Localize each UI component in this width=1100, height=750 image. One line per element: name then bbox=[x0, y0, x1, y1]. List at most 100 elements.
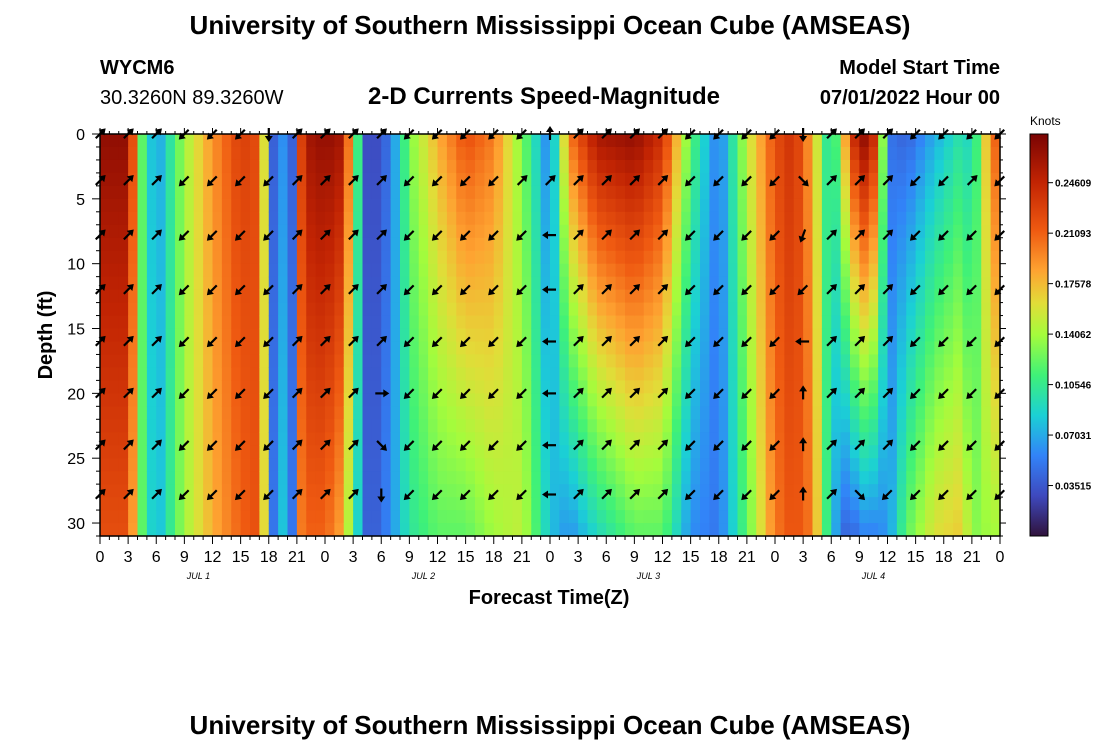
heatmap-cell bbox=[550, 523, 560, 537]
heatmap-cell bbox=[343, 224, 354, 239]
heatmap-cell bbox=[746, 328, 757, 343]
current-arrow-head bbox=[829, 335, 837, 343]
heatmap-cell bbox=[418, 406, 429, 420]
heatmap-cell bbox=[840, 250, 851, 265]
heatmap-cell bbox=[250, 432, 260, 446]
heatmap-cell bbox=[925, 276, 935, 291]
heatmap-cell bbox=[475, 380, 485, 394]
current-arrow-head bbox=[684, 443, 693, 451]
heatmap-cell bbox=[962, 484, 973, 498]
current-arrow-head bbox=[206, 443, 214, 451]
heatmap-cell bbox=[221, 419, 232, 433]
heatmap-cell bbox=[428, 172, 439, 187]
current-arrow bbox=[431, 175, 443, 187]
heatmap-cell bbox=[775, 146, 785, 161]
heatmap-cell bbox=[184, 484, 195, 498]
heatmap-cell bbox=[409, 341, 420, 356]
heatmap-cell bbox=[803, 224, 814, 239]
heatmap-cell bbox=[165, 315, 176, 330]
heatmap-cell bbox=[887, 159, 898, 174]
heatmap-cell bbox=[437, 445, 448, 459]
heatmap-cell bbox=[287, 406, 298, 420]
heatmap-cell bbox=[503, 211, 514, 226]
current-arrow bbox=[798, 229, 807, 243]
heatmap-cell bbox=[606, 302, 617, 317]
heatmap-cell bbox=[465, 484, 476, 498]
heatmap-cell bbox=[709, 341, 720, 356]
heatmap-cell bbox=[521, 341, 532, 356]
heatmap-cell bbox=[521, 419, 532, 433]
heatmap-cell bbox=[915, 289, 926, 304]
heatmap-cell bbox=[578, 276, 589, 291]
heatmap-cell bbox=[643, 510, 654, 524]
heatmap-cell bbox=[343, 159, 354, 174]
heatmap-cell bbox=[756, 341, 767, 356]
current-arrow bbox=[684, 489, 696, 501]
heatmap-cell bbox=[559, 211, 570, 226]
heatmap-cell bbox=[887, 276, 898, 291]
heatmap-cell bbox=[568, 458, 579, 472]
heatmap-cell bbox=[362, 302, 373, 317]
heatmap-cell bbox=[109, 315, 120, 330]
current-arrow-head bbox=[295, 283, 303, 292]
heatmap-cell bbox=[540, 523, 551, 537]
heatmap-cell bbox=[475, 250, 485, 265]
heatmap-cell bbox=[137, 354, 148, 369]
heatmap-cell bbox=[925, 185, 935, 200]
current-arrow bbox=[348, 335, 359, 347]
heatmap-cell bbox=[381, 419, 392, 433]
heatmap-cell bbox=[259, 393, 270, 407]
heatmap-cell bbox=[437, 146, 448, 161]
heatmap-cell bbox=[803, 380, 814, 394]
heatmap-cell bbox=[896, 458, 907, 472]
heatmap-cell bbox=[418, 263, 429, 278]
heatmap-cell bbox=[943, 134, 954, 148]
heatmap-cell bbox=[559, 237, 570, 252]
heatmap-cell bbox=[896, 510, 907, 524]
current-arrow bbox=[601, 439, 612, 451]
heatmap-cell bbox=[756, 432, 767, 446]
heatmap-cell bbox=[446, 497, 457, 511]
current-arrow-head bbox=[206, 493, 214, 501]
heatmap-cell bbox=[643, 380, 654, 394]
heatmap-cell bbox=[868, 146, 879, 161]
heatmap-cell bbox=[568, 159, 579, 174]
heatmap-cell bbox=[681, 276, 692, 291]
current-arrow-head bbox=[604, 488, 612, 496]
heatmap-cell bbox=[381, 134, 392, 148]
heatmap-cell bbox=[287, 185, 298, 200]
heatmap-cell bbox=[793, 367, 804, 381]
heatmap-cell bbox=[803, 341, 814, 356]
heatmap-cell bbox=[887, 172, 898, 187]
heatmap-cell bbox=[643, 198, 654, 213]
current-arrow-head bbox=[684, 493, 693, 501]
heatmap-cell bbox=[634, 263, 645, 278]
heatmap-cell bbox=[550, 445, 560, 459]
heatmap-cell bbox=[568, 497, 579, 511]
current-arrow bbox=[769, 336, 781, 348]
heatmap-cell bbox=[362, 523, 373, 537]
heatmap-cell bbox=[784, 510, 795, 524]
heatmap-cell bbox=[446, 146, 457, 161]
heatmap-cell bbox=[915, 471, 926, 485]
current-arrow-head bbox=[126, 488, 134, 496]
heatmap-cell bbox=[728, 380, 739, 394]
current-arrow bbox=[151, 283, 162, 295]
heatmap-cell bbox=[512, 367, 523, 381]
heatmap-cell bbox=[503, 380, 514, 394]
heatmap-cell bbox=[756, 523, 767, 537]
heatmap-cell bbox=[925, 432, 935, 446]
heatmap-cell bbox=[287, 484, 298, 498]
current-arrow bbox=[573, 335, 584, 347]
heatmap-cell bbox=[746, 484, 757, 498]
heatmap-cell bbox=[212, 172, 223, 187]
heatmap-cell bbox=[456, 250, 467, 265]
heatmap-cell bbox=[859, 276, 870, 291]
heatmap-cell bbox=[437, 510, 448, 524]
heatmap-cell bbox=[493, 146, 504, 161]
heatmap-cell bbox=[212, 211, 223, 226]
heatmap-cell bbox=[212, 432, 223, 446]
heatmap-cell bbox=[746, 237, 757, 252]
heatmap-cell bbox=[728, 510, 739, 524]
heatmap-cell bbox=[493, 237, 504, 252]
